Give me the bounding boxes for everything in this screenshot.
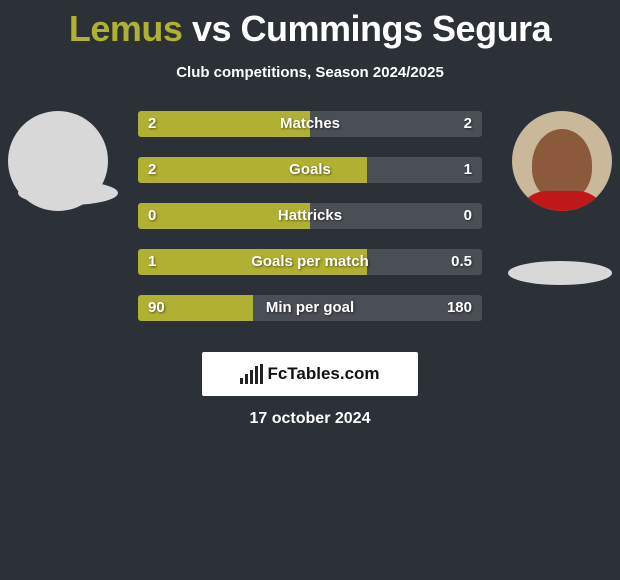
ellipse-shadow-icon (508, 261, 612, 285)
stat-bars: 22Matches 21Goals 00Hattricks 10.5Goals per… (138, 111, 482, 341)
stat-label: Min per goal (138, 295, 482, 321)
player2-name: Cummings Segura (241, 8, 552, 49)
branding-text: FcTables.com (267, 364, 379, 384)
subtitle: Club competitions, Season 2024/2025 (0, 64, 620, 81)
comparison-title: Lemus vs Cummings Segura (0, 0, 620, 50)
player1-name: Lemus (69, 8, 183, 49)
branding-badge: FcTables.com (202, 352, 418, 396)
stat-label: Goals (138, 157, 482, 183)
stat-row: 10.5Goals per match (138, 249, 482, 275)
stat-row: 21Goals (138, 157, 482, 183)
stat-label: Hattricks (138, 203, 482, 229)
ellipse-shadow-icon (18, 181, 118, 205)
stat-label: Goals per match (138, 249, 482, 275)
avatar-jersey (517, 191, 607, 211)
player2-avatar (512, 111, 612, 211)
stat-label: Matches (138, 111, 482, 137)
stat-row: 00Hattricks (138, 203, 482, 229)
stat-row: 90180Min per goal (138, 295, 482, 321)
stat-row: 22Matches (138, 111, 482, 137)
date-text: 17 october 2024 (0, 410, 620, 428)
vs-text: vs (192, 8, 231, 49)
bar-chart-icon (240, 364, 263, 384)
